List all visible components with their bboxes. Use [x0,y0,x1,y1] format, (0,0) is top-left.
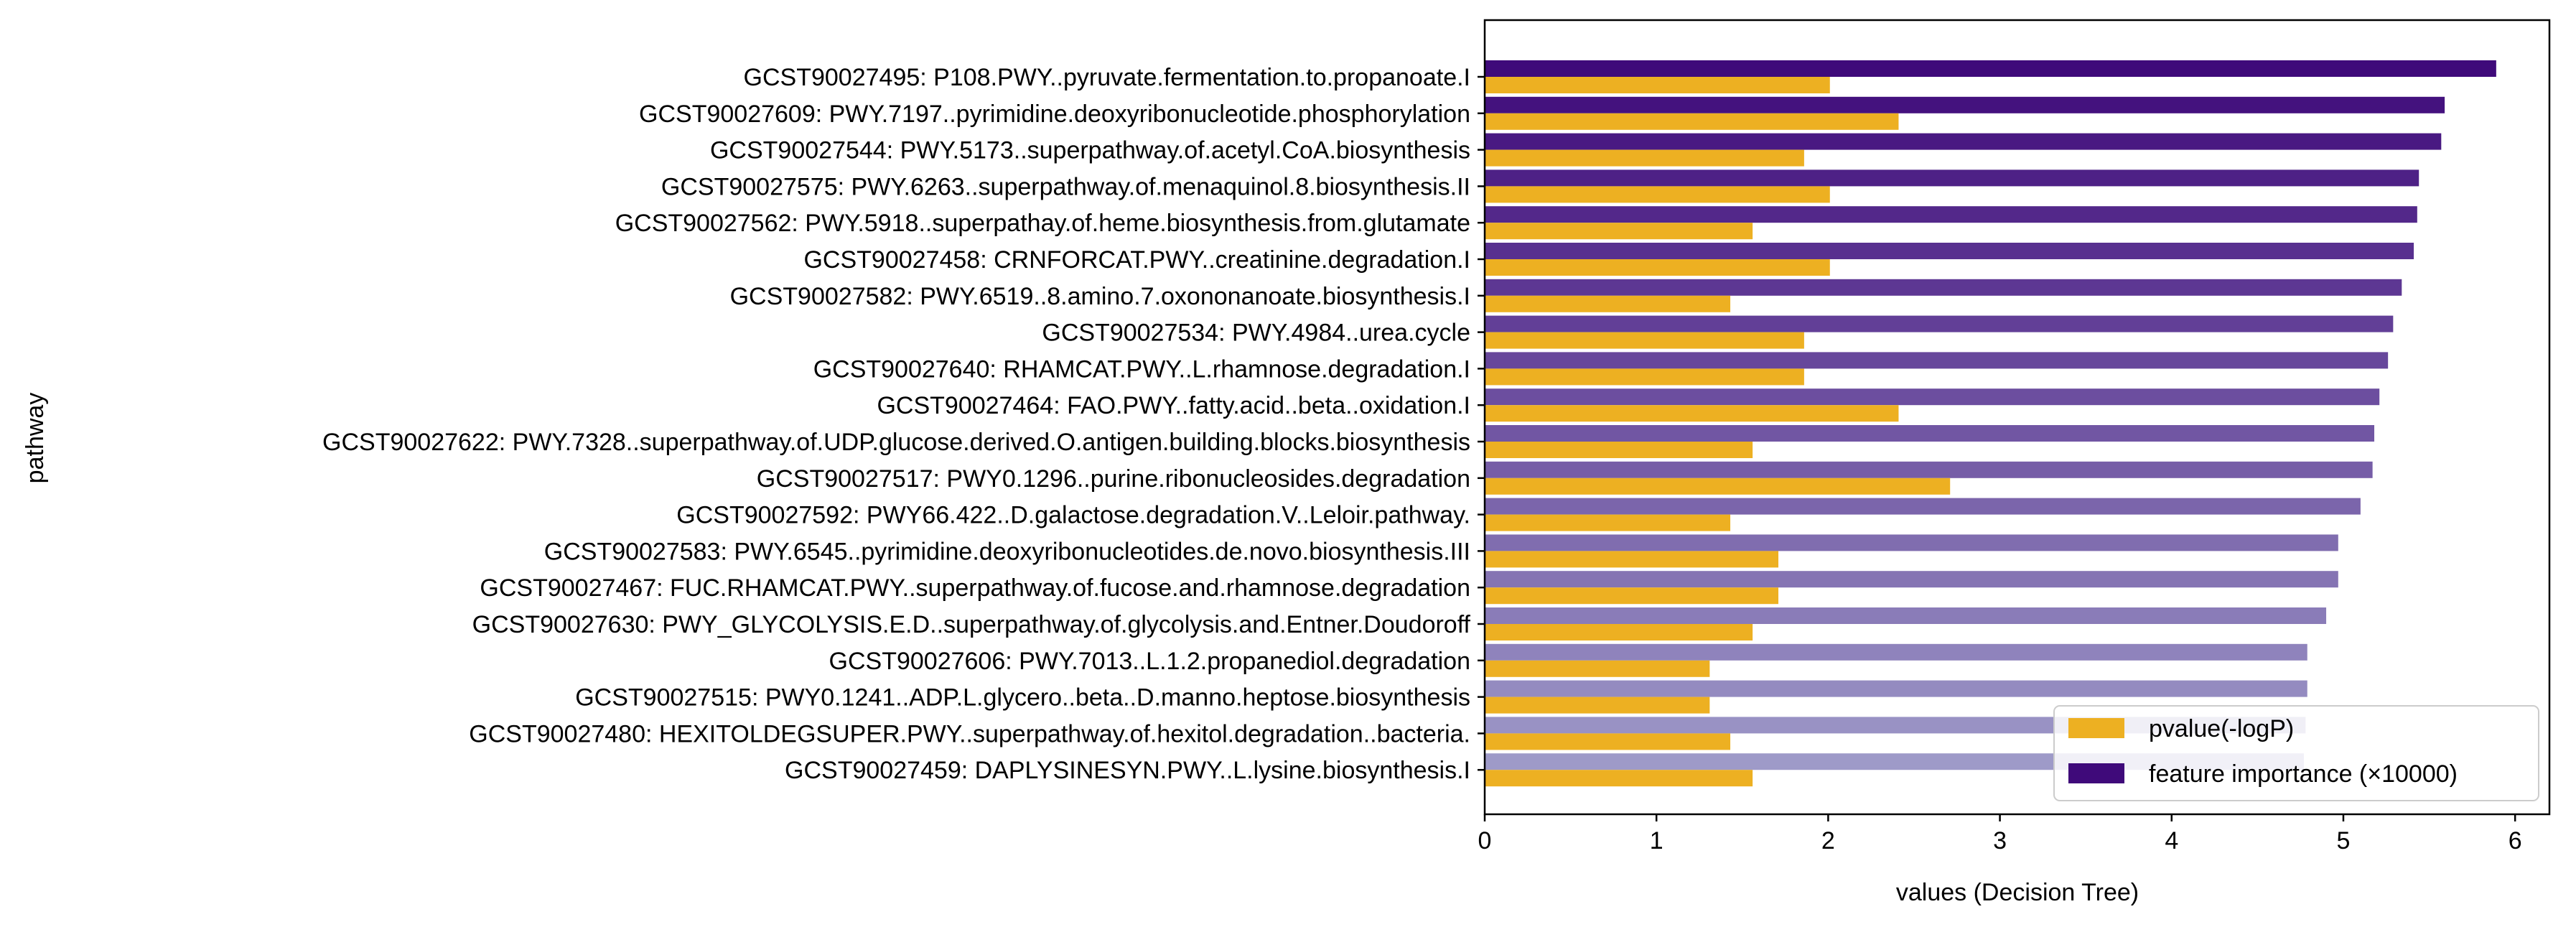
x-tick-label: 0 [1478,827,1492,854]
bar-feature-importance [1485,315,2394,332]
bar-feature-importance [1485,206,2417,223]
bar-pvalue [1485,624,1753,640]
bar-feature-importance [1485,425,2375,442]
category-label: GCST90027640: RHAMCAT.PWY..L.rhamnose.de… [813,355,1470,383]
bar-feature-importance [1485,607,2327,624]
plot-frame [1483,19,2551,816]
category-label: GCST90027582: PWY.6519..8.amino.7.oxonon… [730,283,1470,310]
category-label: GCST90027609: PWY.7197..pyrimidine.deoxy… [639,101,1470,128]
category-label: GCST90027467: FUC.RHAMCAT.PWY..superpath… [480,574,1470,602]
category-labels: GCST90027495: P108.PWY..pyruvate.ferment… [322,64,1485,784]
bar-pvalue [1485,77,1830,93]
category-label: GCST90027544: PWY.5173..superpathway.of.… [710,137,1470,164]
bar-feature-importance [1485,96,2445,113]
category-label: GCST90027495: P108.PWY..pyruvate.ferment… [744,64,1470,91]
category-label: GCST90027575: PWY.6263..superpathway.of.… [661,173,1470,200]
legend-swatch-pvalue [2068,718,2124,738]
legend-label-pvalue: pvalue(-logP) [2149,715,2294,742]
bar-feature-importance [1485,461,2373,478]
x-axis-title: values (Decision Tree) [1896,879,2139,906]
bar-feature-importance [1485,571,2338,588]
category-label: GCST90027622: PWY.7328..superpathway.of.… [322,429,1470,456]
bar-pvalue [1485,660,1710,677]
bar-feature-importance [1485,643,2307,661]
bar-pvalue [1485,442,1753,458]
legend-swatch-feature-importance [2068,763,2124,783]
x-axis-ticks: 0 1 2 3 4 5 6 [1478,814,2522,854]
bar-feature-importance [1485,534,2338,551]
bar-pvalue [1485,113,1899,130]
bar-pvalue [1485,259,1830,276]
bar-pvalue [1485,551,1779,568]
bar-feature-importance [1485,279,2402,296]
bar-feature-importance [1485,243,2414,259]
category-label: GCST90027459: DAPLYSINESYN.PWY..L.lysine… [785,757,1470,784]
bar-feature-importance [1485,169,2419,187]
bar-pvalue [1485,295,1731,312]
category-label: GCST90027630: PWY_GLYCOLYSIS.E.D..superp… [472,611,1471,638]
bar-pvalue [1485,186,1830,203]
category-label: GCST90027583: PWY.6545..pyrimidine.deoxy… [544,538,1470,565]
bar-pvalue [1485,770,1753,787]
category-label: GCST90027458: CRNFORCAT.PWY..creatinine.… [803,246,1470,274]
category-label: GCST90027534: PWY.4984..urea.cycle [1042,320,1470,347]
bar-pvalue [1485,478,1951,495]
category-label: GCST90027515: PWY0.1241..ADP.L.glycero..… [575,684,1470,712]
x-tick-label: 6 [2509,827,2522,854]
category-label: GCST90027464: FAO.PWY..fatty.acid..beta.… [877,392,1470,419]
legend: pvalue(-logP) feature importance (×10000… [2053,705,2539,801]
x-tick-label: 1 [1650,827,1663,854]
category-label: GCST90027606: PWY.7013..L.1.2.propanedio… [829,648,1470,675]
bar-pvalue [1485,149,1804,167]
bar-feature-importance [1485,133,2442,150]
category-label: GCST90027517: PWY0.1296..purine.ribonucl… [757,465,1470,493]
bar-feature-importance [1485,388,2380,406]
bar-feature-importance [1485,60,2496,77]
category-label: GCST90027592: PWY66.422..D.galactose.deg… [676,502,1470,529]
bar-pvalue [1485,514,1731,531]
bar-pvalue [1485,223,1753,240]
bar-pvalue [1485,697,1710,714]
bar-pvalue [1485,368,1804,386]
x-tick-label: 3 [1993,827,2007,854]
y-axis-title: pathway [22,393,49,484]
bars-group [1485,60,2496,787]
bar-feature-importance [1485,680,2307,697]
x-tick-label: 5 [2337,827,2351,854]
legend-label-feature-importance: feature importance (×10000) [2149,760,2458,788]
bar-pvalue [1485,332,1804,349]
x-tick-label: 4 [2165,827,2178,854]
bar-pvalue [1485,587,1779,605]
bar-pvalue [1485,733,1731,750]
x-tick-label: 2 [1821,827,1835,854]
category-label: GCST90027562: PWY.5918..superpathay.of.h… [615,210,1470,237]
bar-feature-importance [1485,352,2389,369]
category-label: GCST90027480: HEXITOLDEGSUPER.PWY..super… [469,720,1470,747]
bar-pvalue [1485,405,1899,422]
legend-frame [2053,705,2539,801]
bar-feature-importance [1485,498,2361,515]
